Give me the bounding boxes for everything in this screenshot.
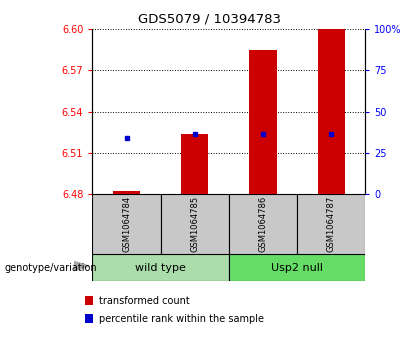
Text: GSM1064785: GSM1064785 [190,196,199,252]
Bar [92,254,229,281]
Bar [181,134,208,194]
Bar [85,296,94,305]
Bar [161,194,229,254]
Text: percentile rank within the sample: percentile rank within the sample [99,314,264,324]
Text: genotype/variation: genotype/variation [4,263,97,273]
Text: GSM1064786: GSM1064786 [259,196,268,252]
Bar [318,29,345,194]
Text: wild type: wild type [135,263,186,273]
Text: GSM1064784: GSM1064784 [122,196,131,252]
Text: GDS5079 / 10394783: GDS5079 / 10394783 [139,13,281,26]
Bar [229,254,365,281]
Bar [92,194,161,254]
Bar [113,191,140,194]
Polygon shape [74,261,89,271]
Bar [249,50,277,194]
Bar [85,314,94,323]
Text: Usp2 null: Usp2 null [271,263,323,273]
Text: transformed count: transformed count [99,295,189,306]
Bar [229,194,297,254]
Bar [297,194,365,254]
Text: GSM1064787: GSM1064787 [327,196,336,252]
